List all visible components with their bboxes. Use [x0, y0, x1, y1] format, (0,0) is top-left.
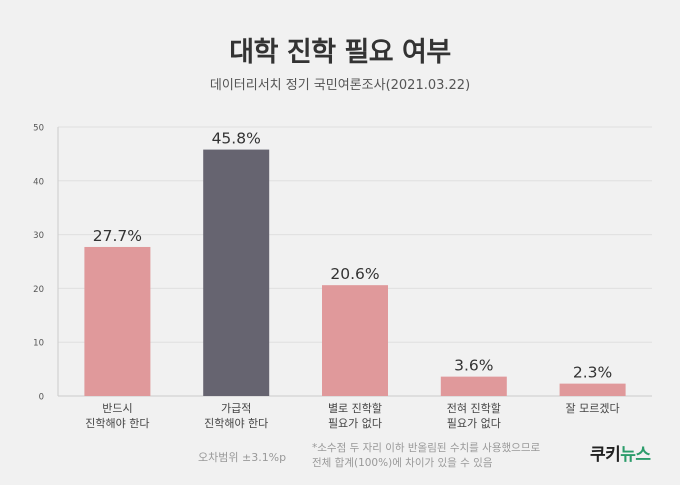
bar: [559, 383, 626, 396]
logo-part1: 쿠키: [590, 445, 621, 465]
x-tick-label: 가급적: [221, 402, 251, 415]
x-tick-label: 진학해야 한다: [204, 416, 268, 430]
x-tick-label: 반드시: [102, 402, 132, 415]
chart-title: 대학 진학 필요 여부: [229, 37, 451, 68]
y-tick-label: 0: [39, 393, 44, 403]
kukinews-logo: 쿠키뉴스: [590, 440, 651, 465]
bar: [203, 149, 270, 396]
value-label: 3.6%: [454, 357, 493, 375]
y-tick-label: 40: [33, 177, 44, 187]
value-label: 2.3%: [573, 364, 612, 382]
y-tick-label: 10: [33, 339, 44, 349]
bar: [322, 285, 388, 396]
y-tick-label: 30: [33, 231, 44, 241]
y-tick-label: 50: [33, 124, 44, 134]
value-label: 20.6%: [330, 265, 379, 283]
bar: [84, 246, 151, 396]
value-label: 27.7%: [93, 227, 142, 245]
rounding-note-line1: *소수점 두 자리 이하 반올림된 수치를 사용했으므로: [312, 442, 541, 454]
x-tick-label: 별로 진학할: [328, 402, 382, 415]
rounding-note: *소수점 두 자리 이하 반올림된 수치를 사용했으므로 전체 합계(100%)…: [312, 441, 540, 471]
rounding-note-line2: 전체 합계(100%)에 차이가 있을 수 있음: [312, 457, 493, 469]
bar: [440, 376, 507, 396]
y-tick-label: 20: [33, 285, 44, 295]
x-tick-label: 진학해야 한다: [85, 416, 149, 430]
x-tick-label: 전혀 진학할: [447, 402, 501, 415]
value-label: 45.8%: [212, 130, 261, 148]
x-tick-label: 필요가 없다: [328, 417, 382, 430]
x-tick-label: 필요가 없다: [447, 417, 501, 430]
x-tick-label: 잘 모르겠다: [566, 402, 620, 415]
margin-of-error-note: 오차범위 ±3.1%p: [198, 451, 287, 464]
chart-subtitle: 데이터리서치 정기 국민여론조사(2021.03.22): [209, 78, 471, 93]
logo-part2: 뉴스: [620, 445, 651, 465]
